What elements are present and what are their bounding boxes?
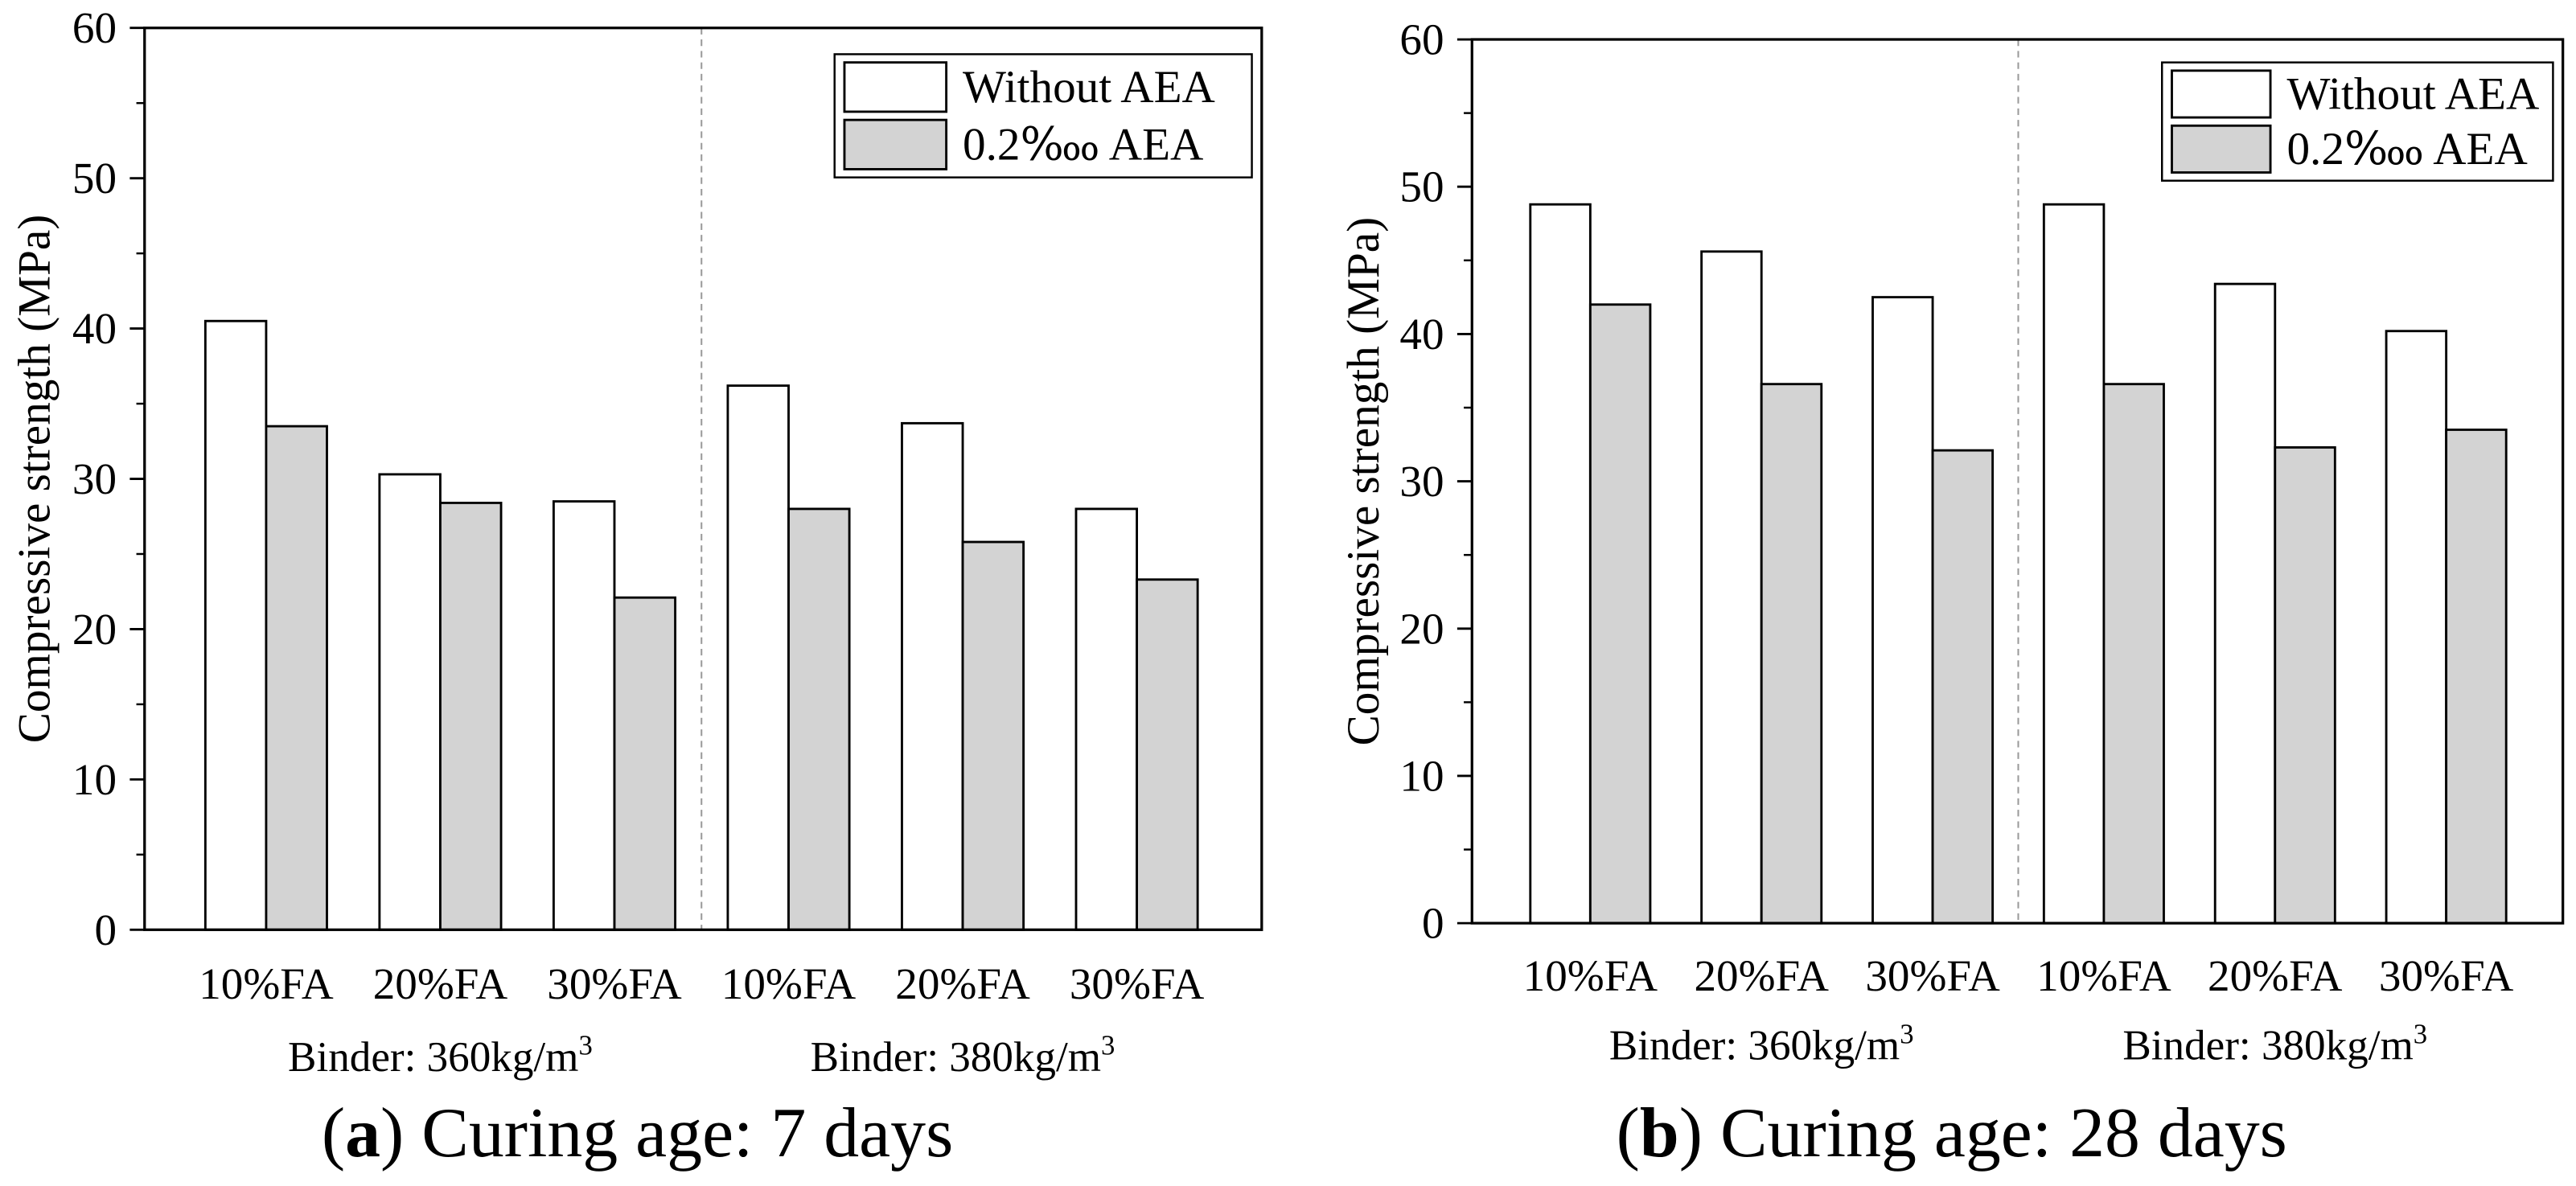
bar-a-series1-group1 bbox=[203, 319, 268, 931]
binder-label-superscript: 3 bbox=[1900, 1018, 1913, 1049]
bar-a-series1-group4 bbox=[726, 384, 790, 931]
x-category-label: 30%FA bbox=[547, 959, 682, 1008]
x-category-label: 10%FA bbox=[721, 959, 857, 1008]
bar-b-series2-group1 bbox=[1588, 303, 1652, 925]
y-tick-label: 30 bbox=[72, 454, 117, 503]
legend-label: 0.2‱ AEA bbox=[2286, 124, 2527, 174]
x-category-label: 20%FA bbox=[895, 959, 1030, 1008]
y-tick-label: 0 bbox=[1422, 899, 1444, 948]
y-axis-label: Compressive strength (MPa) bbox=[9, 215, 60, 744]
bar-a-series2-group3 bbox=[613, 596, 676, 931]
y-tick-label: 10 bbox=[1399, 751, 1444, 800]
x-category-label: 10%FA bbox=[199, 959, 334, 1008]
y-tick-label: 10 bbox=[72, 755, 117, 804]
binder-label-superscript: 3 bbox=[1101, 1030, 1115, 1061]
y-tick-label: 40 bbox=[72, 304, 117, 353]
y-tick-label: 40 bbox=[1399, 310, 1444, 359]
x-category-label: 30%FA bbox=[1070, 959, 1205, 1008]
legend: Without AEA 0.2‱ AEA bbox=[833, 53, 1253, 179]
bar-b-series1-group1 bbox=[1529, 203, 1592, 925]
bar-a-series1-group2 bbox=[378, 473, 442, 931]
x-category-label: 10%FA bbox=[1523, 951, 1658, 1000]
title-panel-letter: a bbox=[345, 1094, 380, 1172]
y-tick-label: 60 bbox=[1399, 15, 1444, 64]
x-category-label: 30%FA bbox=[2379, 951, 2514, 1000]
bars bbox=[203, 319, 1199, 931]
panel-b: Binder: 360kg/m3 Binder: 380kg/m301020304… bbox=[1338, 15, 2565, 1172]
x-category-label: 30%FA bbox=[1865, 951, 2000, 1000]
bars bbox=[1529, 203, 2508, 925]
binder-label-superscript: 3 bbox=[578, 1030, 592, 1061]
x-category-label: 20%FA bbox=[1694, 951, 1829, 1000]
bar-b-series2-group2 bbox=[1760, 383, 1823, 925]
panel-a: Binder: 360kg/m3 Binder: 380kg/m301020304… bbox=[9, 3, 1263, 1172]
y-tick-label: 20 bbox=[72, 605, 117, 654]
bar-a-series2-group4 bbox=[787, 507, 851, 931]
bar-b-series2-group5 bbox=[2274, 446, 2336, 925]
y-tick-label: 30 bbox=[1399, 457, 1444, 506]
binder-label: Binder: 380kg/m3 bbox=[811, 1030, 1115, 1081]
legend-swatch bbox=[843, 61, 948, 113]
binder-label: Binder: 360kg/m3 bbox=[288, 1030, 593, 1081]
bar-b-series2-group3 bbox=[1931, 449, 1995, 925]
y-tick-label: 20 bbox=[1399, 604, 1444, 653]
bar-a-series1-group6 bbox=[1074, 507, 1138, 931]
title-open-paren: ( bbox=[1617, 1094, 1640, 1172]
bar-a-series1-group5 bbox=[901, 421, 964, 931]
y-tick-label: 50 bbox=[72, 154, 117, 203]
binder-label: Binder: 380kg/m3 bbox=[2122, 1018, 2427, 1069]
bar-a-series2-group1 bbox=[265, 425, 328, 931]
panel-title: (b) Curing age: 28 days bbox=[1617, 1094, 2287, 1172]
binder-label-text: Binder: 380kg/m bbox=[811, 1034, 1101, 1081]
bar-b-series2-group4 bbox=[2102, 383, 2165, 925]
bar-b-series1-group5 bbox=[2213, 282, 2277, 925]
title-text: ) Curing age: 7 days bbox=[380, 1094, 953, 1172]
legend-swatch bbox=[2171, 124, 2272, 174]
title-text: ) Curing age: 28 days bbox=[1679, 1094, 2287, 1172]
x-category-label: 20%FA bbox=[2208, 951, 2343, 1000]
bar-a-series2-group5 bbox=[961, 540, 1025, 931]
bar-a-series1-group3 bbox=[552, 500, 616, 931]
panel-title: (a) Curing age: 7 days bbox=[322, 1094, 953, 1172]
binder-label-superscript: 3 bbox=[2414, 1018, 2427, 1049]
binder-label-text: Binder: 360kg/m bbox=[1609, 1023, 1900, 1069]
x-category-label: 10%FA bbox=[2036, 951, 2171, 1000]
title-open-paren: ( bbox=[322, 1094, 345, 1172]
binder-label-text: Binder: 380kg/m bbox=[2122, 1023, 2413, 1069]
title-panel-letter: b bbox=[1640, 1094, 1679, 1172]
bar-b-series2-group6 bbox=[2445, 429, 2508, 925]
x-category-label: 20%FA bbox=[373, 959, 508, 1008]
binder-label-text: Binder: 360kg/m bbox=[288, 1034, 578, 1081]
y-tick-label: 50 bbox=[1399, 162, 1444, 211]
bar-b-series1-group2 bbox=[1700, 250, 1763, 925]
y-tick-label: 60 bbox=[72, 3, 117, 52]
bar-b-series1-group4 bbox=[2042, 203, 2106, 925]
bar-b-series1-group6 bbox=[2385, 330, 2448, 925]
legend-swatch bbox=[843, 118, 948, 170]
y-tick-label: 0 bbox=[94, 905, 117, 954]
legend-label: 0.2‱ AEA bbox=[963, 119, 1203, 170]
legend-swatch bbox=[2171, 69, 2272, 119]
legend-label: Without AEA bbox=[2286, 68, 2539, 119]
y-axis-label: Compressive strength (MPa) bbox=[1338, 217, 1389, 746]
bar-a-series2-group2 bbox=[439, 501, 503, 931]
bar-a-series2-group6 bbox=[1136, 578, 1199, 931]
bar-b-series1-group3 bbox=[1871, 296, 1934, 925]
legend-label: Without AEA bbox=[963, 62, 1215, 113]
binder-label: Binder: 360kg/m3 bbox=[1609, 1018, 1914, 1069]
